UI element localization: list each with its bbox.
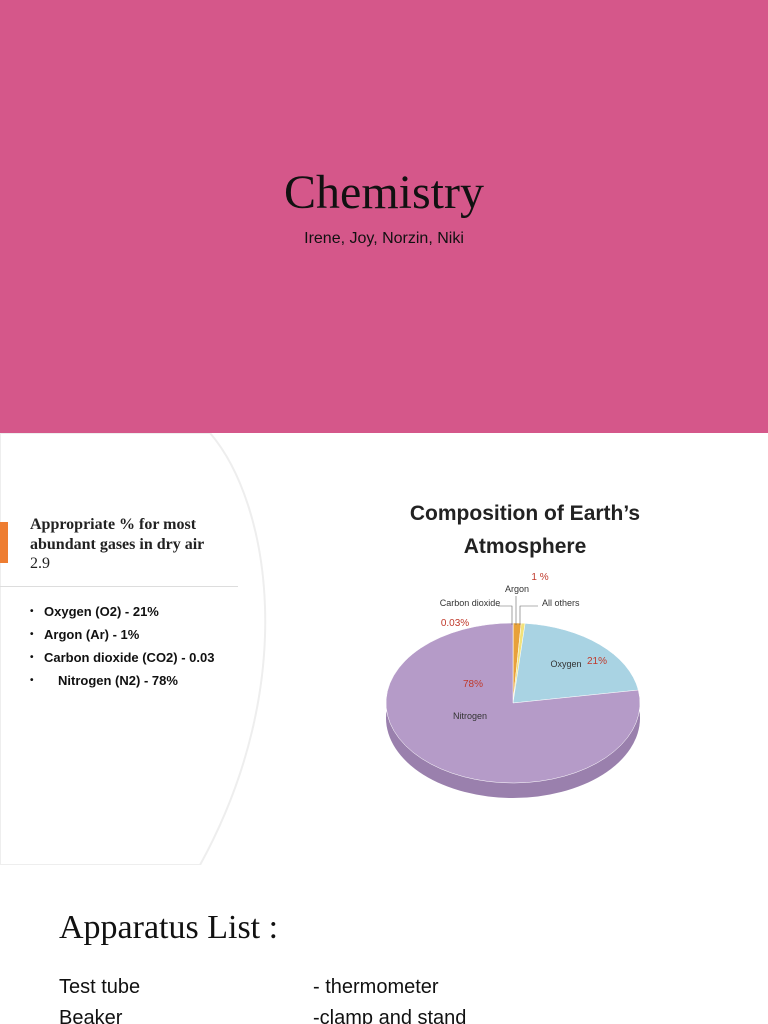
number: 2.9: [30, 555, 50, 572]
slice-name: All others: [542, 598, 580, 608]
title-slide: Chemistry Irene, Joy, Norzin, Niki: [0, 0, 768, 433]
slice-name: Nitrogen: [453, 711, 487, 721]
rule: [0, 586, 238, 587]
item: - thermometer: [313, 976, 439, 998]
pie-slice: [512, 623, 639, 704]
value-label: 1 %: [531, 572, 548, 583]
pie-slice: [385, 622, 641, 784]
bullets: Oxygen (O2) - 21% Argon (Ar) - 1% Carbon…: [30, 604, 230, 696]
bullet: Oxygen (O2) - 21%: [30, 604, 230, 619]
item: -clamp and stand: [313, 1007, 467, 1024]
slide-bg: [0, 433, 267, 865]
item: Test tube: [59, 976, 141, 998]
title: Chemistry: [284, 166, 484, 219]
slice-name: Argon: [505, 584, 529, 594]
leader-line: [498, 605, 513, 625]
title: Apparatus List :: [59, 909, 279, 946]
subtitle: Irene, Joy, Norzin, Niki: [304, 230, 464, 247]
bullet: Carbon dioxide (CO2) - 0.03: [30, 650, 230, 665]
value-label: 78%: [463, 679, 483, 690]
heading: Appropriate % for most abundant gases in…: [30, 516, 205, 553]
accent: [0, 522, 8, 563]
arc: [0, 433, 267, 865]
value-label: 0.03%: [441, 618, 469, 629]
leader-line: [519, 605, 538, 625]
slice-name: Oxygen: [550, 659, 581, 669]
bullet: Nitrogen (N2) - 78%: [30, 673, 230, 688]
item: Beaker: [59, 1007, 123, 1024]
bullet: Argon (Ar) - 1%: [30, 627, 230, 642]
slice-name: Carbon dioxide: [440, 598, 501, 608]
value-label: 21%: [587, 656, 607, 667]
gases-slide: Appropriate % for most abundant gases in…: [0, 433, 768, 865]
chart-title: Composition of Earth’s Atmosphere: [409, 502, 641, 558]
apparatus-slide: Apparatus List : Test tube Beaker - ther…: [0, 865, 768, 1024]
